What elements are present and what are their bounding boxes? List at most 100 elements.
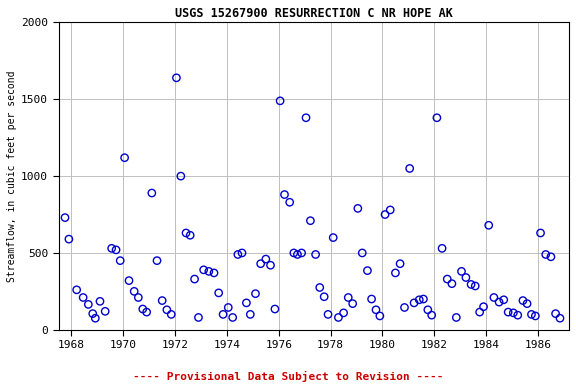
Point	[471, 283, 480, 289]
Point	[199, 267, 209, 273]
Point	[348, 301, 357, 307]
Point	[410, 300, 419, 306]
Text: ---- Provisional Data Subject to Revision ----: ---- Provisional Data Subject to Revisio…	[132, 371, 444, 382]
Point	[138, 306, 147, 312]
Point	[293, 252, 302, 258]
Point	[262, 256, 271, 262]
Point	[72, 287, 81, 293]
Point	[363, 268, 372, 274]
Point	[285, 199, 294, 205]
Point	[339, 310, 348, 316]
Point	[358, 250, 367, 256]
Point	[479, 304, 488, 310]
Point	[301, 115, 310, 121]
Point	[190, 276, 199, 282]
Point	[228, 314, 237, 321]
Point	[376, 313, 385, 319]
Point	[181, 230, 191, 236]
Point	[484, 222, 493, 228]
Point	[427, 312, 436, 318]
Point	[405, 166, 414, 172]
Point	[237, 250, 247, 256]
Point	[162, 307, 172, 313]
Point	[334, 314, 343, 321]
Point	[541, 252, 550, 258]
Point	[256, 261, 266, 267]
Point	[527, 311, 536, 318]
Point	[142, 309, 151, 315]
Point	[166, 311, 176, 318]
Point	[147, 190, 157, 196]
Point	[320, 294, 329, 300]
Point	[130, 288, 139, 295]
Point	[65, 236, 74, 242]
Point	[499, 297, 509, 303]
Point	[60, 215, 70, 221]
Point	[437, 245, 446, 252]
Point	[153, 258, 162, 264]
Point	[233, 252, 242, 258]
Point	[270, 306, 279, 312]
Point	[457, 268, 466, 275]
Point	[289, 250, 298, 256]
Point	[386, 207, 395, 213]
Point	[324, 311, 333, 318]
Point	[442, 276, 452, 282]
Point	[396, 261, 405, 267]
Point	[275, 98, 285, 104]
Point	[116, 258, 125, 264]
Point	[84, 301, 93, 308]
Point	[218, 311, 228, 318]
Point	[306, 218, 315, 224]
Point	[280, 192, 289, 198]
Point	[344, 295, 353, 301]
Point	[555, 315, 564, 321]
Point	[518, 298, 528, 304]
Point	[134, 295, 143, 301]
Point	[467, 281, 476, 288]
Point	[522, 301, 532, 307]
Point	[509, 310, 518, 316]
Point	[107, 245, 116, 252]
Point	[381, 212, 390, 218]
Point	[111, 247, 120, 253]
Point	[214, 290, 223, 296]
Point	[551, 311, 560, 317]
Point	[503, 309, 513, 315]
Point	[546, 254, 555, 260]
Point	[432, 115, 441, 121]
Point	[536, 230, 545, 236]
Point	[353, 205, 362, 212]
Point	[88, 311, 97, 317]
Point	[311, 252, 320, 258]
Point	[251, 291, 260, 297]
Point	[242, 300, 251, 306]
Point	[489, 295, 498, 301]
Title: USGS 15267900 RESURRECTION C NR HOPE AK: USGS 15267900 RESURRECTION C NR HOPE AK	[175, 7, 453, 20]
Point	[315, 285, 324, 291]
Point	[172, 75, 181, 81]
Point	[297, 250, 306, 256]
Point	[120, 155, 129, 161]
Point	[415, 297, 424, 303]
Point	[210, 270, 219, 276]
Y-axis label: Streamflow, in cubic feet per second: Streamflow, in cubic feet per second	[7, 70, 17, 282]
Point	[329, 235, 338, 241]
Point	[223, 305, 233, 311]
Point	[452, 314, 461, 321]
Point	[391, 270, 400, 276]
Point	[372, 307, 381, 313]
Point	[90, 315, 100, 321]
Point	[461, 275, 471, 281]
Point	[124, 278, 134, 284]
Point	[423, 307, 433, 313]
Point	[448, 281, 457, 287]
Point	[176, 173, 185, 179]
Point	[475, 309, 484, 315]
Point	[367, 296, 376, 302]
Point	[101, 308, 110, 314]
Point	[96, 298, 105, 305]
Point	[400, 305, 409, 311]
Point	[194, 314, 203, 321]
Point	[158, 298, 167, 304]
